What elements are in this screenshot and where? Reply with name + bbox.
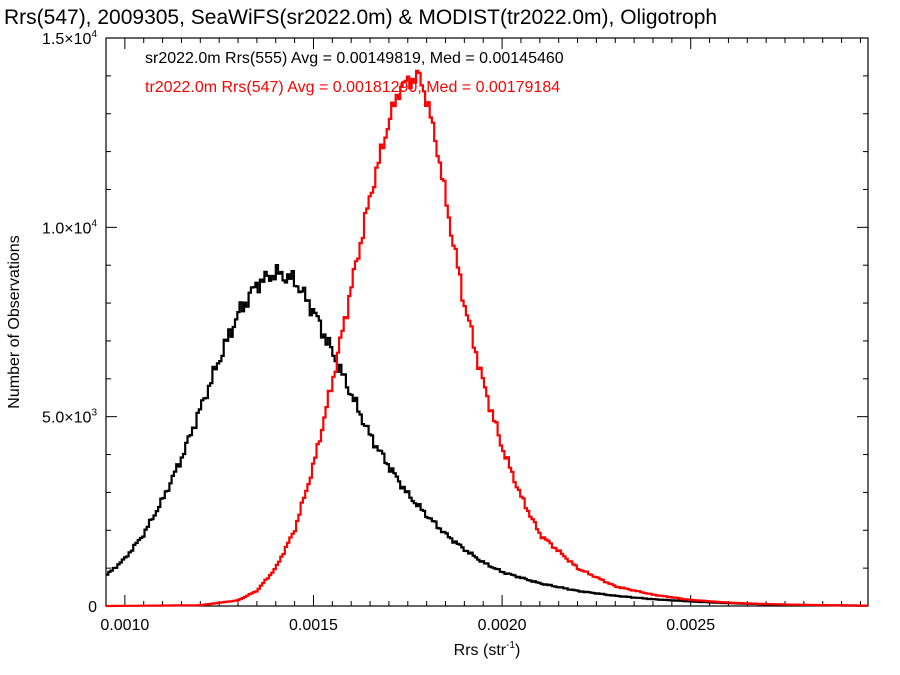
x-tick-label: 0.0020: [478, 617, 527, 634]
y-tick-label-exponent: 4: [91, 218, 97, 229]
series-1-histogram: [106, 264, 868, 607]
y-tick-label: 0: [88, 599, 97, 616]
x-tick-label: 0.0015: [289, 617, 338, 634]
y-tick-label-mantissa: 1.0×10: [42, 220, 91, 237]
y-tick-label: 5.0×103: [42, 408, 97, 427]
series-2-histogram: [106, 69, 868, 608]
y-tick-label-mantissa: 0: [88, 599, 97, 616]
y-tick-label-mantissa: 5.0×10: [42, 410, 91, 427]
x-tick-label: 0.0025: [666, 617, 715, 634]
series-layer: [106, 69, 868, 608]
chart-title: Rrs(547), 2009305, SeaWiFS(sr2022.0m) & …: [4, 6, 717, 29]
legend-entry-2: tr2022.0m Rrs(547) Avg = 0.00181290, Med…: [145, 79, 560, 96]
y-tick-label: 1.0×104: [42, 218, 97, 237]
legend: sr2022.0m Rrs(555) Avg = 0.00149819, Med…: [145, 50, 564, 96]
x-tick-label: 0.0010: [100, 617, 149, 634]
y-tick-label-mantissa: 1.5×10: [42, 31, 91, 48]
x-axis-label-main: Rrs (str: [454, 642, 507, 659]
y-tick-label-exponent: 3: [91, 408, 97, 419]
x-axis-label-sup: -1: [506, 640, 515, 651]
legend-entry-1: sr2022.0m Rrs(555) Avg = 0.00149819, Med…: [145, 50, 564, 67]
plot-frame: [105, 37, 869, 607]
x-axis-label: Rrs (str-1): [454, 640, 521, 659]
x-axis-label-end: ): [515, 642, 520, 659]
y-tick-label: 1.5×104: [42, 29, 97, 48]
y-axis-label: Number of Observations: [6, 235, 23, 408]
y-tick-label-exponent: 4: [91, 29, 97, 40]
